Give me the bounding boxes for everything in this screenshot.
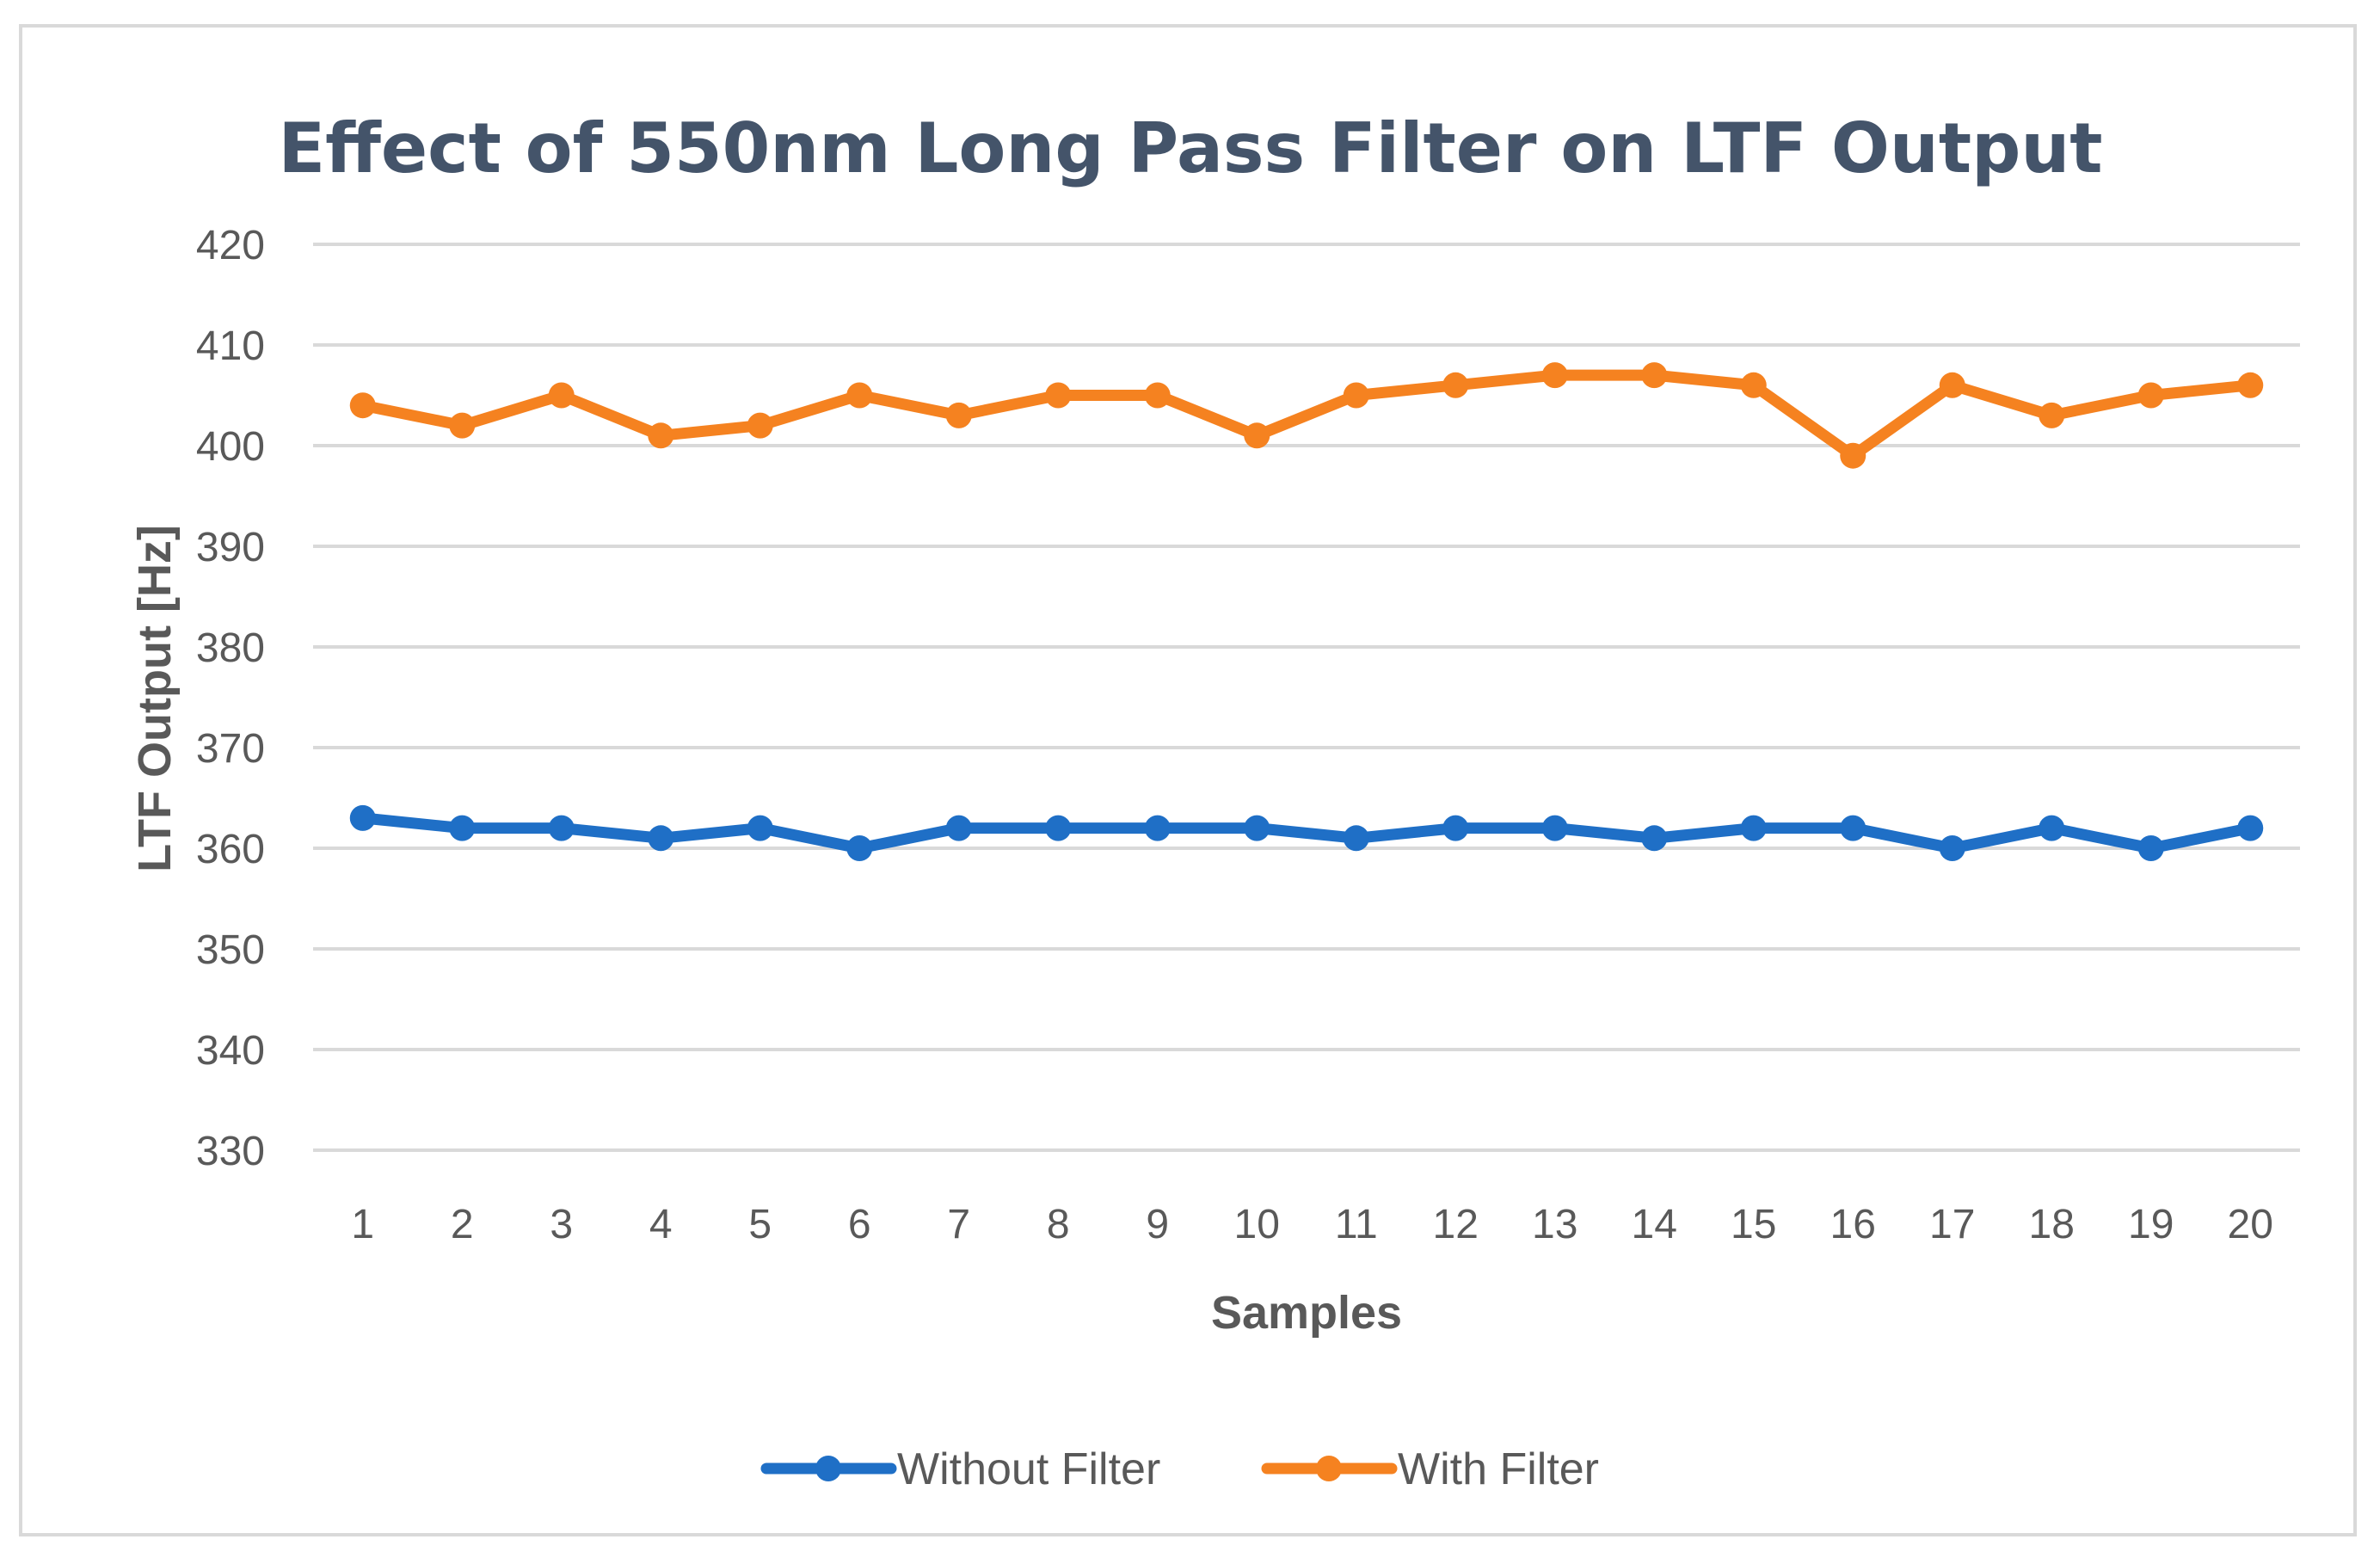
x-tick-label: 16 — [1830, 1202, 1876, 1247]
x-tick-label: 7 — [947, 1202, 970, 1247]
x-tick-label: 17 — [1929, 1202, 1975, 1247]
data-point — [846, 835, 873, 861]
data-point — [2039, 402, 2065, 428]
x-tick-label: 18 — [2029, 1202, 2075, 1247]
y-tick-label: 370 — [196, 726, 265, 772]
legend-swatch-marker — [1316, 1456, 1342, 1481]
x-tick-label: 6 — [848, 1202, 871, 1247]
series-line — [357, 369, 2256, 462]
data-point — [945, 402, 972, 428]
data-point — [1740, 372, 1767, 398]
line-chart: Effect of 550nm Long Pass Filter on LTF … — [129, 108, 2300, 1494]
data-point — [1541, 815, 1568, 841]
y-tick-label: 420 — [196, 223, 265, 268]
data-point — [449, 815, 476, 841]
x-axis-title: Samples — [1211, 1287, 1402, 1339]
legend-label: With Filter — [1398, 1444, 1599, 1494]
data-point — [1442, 372, 1469, 398]
x-axis-ticks: 1 2 3 4 5 6 7 8 9 10 11 12 13 14 15 16 17 18 19 20 — [351, 1202, 2273, 1247]
legend-item: With Filter — [1261, 1444, 1599, 1494]
y-tick-label: 380 — [196, 625, 265, 671]
x-tick-label: 3 — [550, 1202, 573, 1247]
data-point — [1840, 442, 1866, 469]
x-tick-label: 2 — [451, 1202, 474, 1247]
y-tick-label: 330 — [196, 1129, 265, 1174]
legend: Without Filter With Filter — [760, 1444, 1599, 1494]
x-tick-label: 14 — [1632, 1202, 1677, 1247]
y-tick-label: 360 — [196, 827, 265, 872]
data-point — [2137, 835, 2164, 861]
legend-swatch-marker — [815, 1456, 841, 1481]
x-tick-label: 10 — [1234, 1202, 1280, 1247]
data-point — [2039, 815, 2065, 841]
data-point — [2137, 382, 2164, 409]
gridlines — [313, 243, 2300, 1152]
data-point — [1244, 422, 1270, 449]
data-point — [648, 422, 674, 449]
legend-label: Without Filter — [897, 1444, 1160, 1494]
data-point — [1840, 815, 1866, 841]
legend-item: Without Filter — [760, 1444, 1160, 1494]
chart-title: Effect of 550nm Long Pass Filter on LTF … — [278, 108, 2102, 188]
x-tick-label: 1 — [351, 1202, 374, 1247]
data-point — [1740, 815, 1767, 841]
chart-frame: Effect of 550nm Long Pass Filter on LTF … — [19, 24, 2357, 1536]
data-point — [2237, 815, 2264, 841]
data-point — [1641, 825, 1668, 852]
data-point — [1343, 825, 1369, 852]
series-line — [357, 812, 2256, 854]
series-layer — [349, 362, 2264, 861]
data-point — [747, 412, 773, 439]
x-tick-label: 15 — [1731, 1202, 1776, 1247]
y-tick-label: 410 — [196, 323, 265, 369]
data-point — [1144, 382, 1171, 409]
data-point — [1641, 362, 1668, 389]
data-point — [548, 815, 575, 841]
data-point — [349, 804, 376, 831]
x-tick-label: 9 — [1146, 1202, 1169, 1247]
data-point — [2237, 372, 2264, 398]
x-tick-label: 5 — [748, 1202, 772, 1247]
data-point — [945, 815, 972, 841]
series-with-filter — [349, 362, 2264, 469]
data-point — [1045, 382, 1072, 409]
y-tick-label: 340 — [196, 1028, 265, 1074]
y-axis-ticks: 330 340 350 360 370 380 390 400 410 420 — [196, 223, 265, 1174]
data-point — [548, 382, 575, 409]
y-tick-label: 390 — [196, 525, 265, 570]
data-point — [1045, 815, 1072, 841]
x-tick-label: 13 — [1532, 1202, 1577, 1247]
x-tick-label: 11 — [1335, 1202, 1378, 1247]
data-point — [1541, 362, 1568, 389]
data-point — [846, 382, 873, 409]
x-tick-label: 19 — [2128, 1202, 2174, 1247]
data-point — [1939, 835, 1965, 861]
data-point — [1939, 372, 1965, 398]
data-point — [1442, 815, 1469, 841]
data-point — [449, 412, 476, 439]
y-axis-title: LTF Output [Hz] — [129, 525, 181, 872]
x-tick-label: 12 — [1433, 1202, 1479, 1247]
y-tick-label: 350 — [196, 927, 265, 973]
data-point — [349, 392, 376, 419]
data-point — [648, 825, 674, 852]
data-point — [1343, 382, 1369, 409]
y-tick-label: 400 — [196, 424, 265, 470]
x-tick-label: 4 — [649, 1202, 673, 1247]
x-tick-label: 8 — [1047, 1202, 1070, 1247]
x-tick-label: 20 — [2228, 1202, 2273, 1247]
data-point — [1244, 815, 1270, 841]
data-point — [747, 815, 773, 841]
series-without-filter — [349, 804, 2264, 861]
data-point — [1144, 815, 1171, 841]
